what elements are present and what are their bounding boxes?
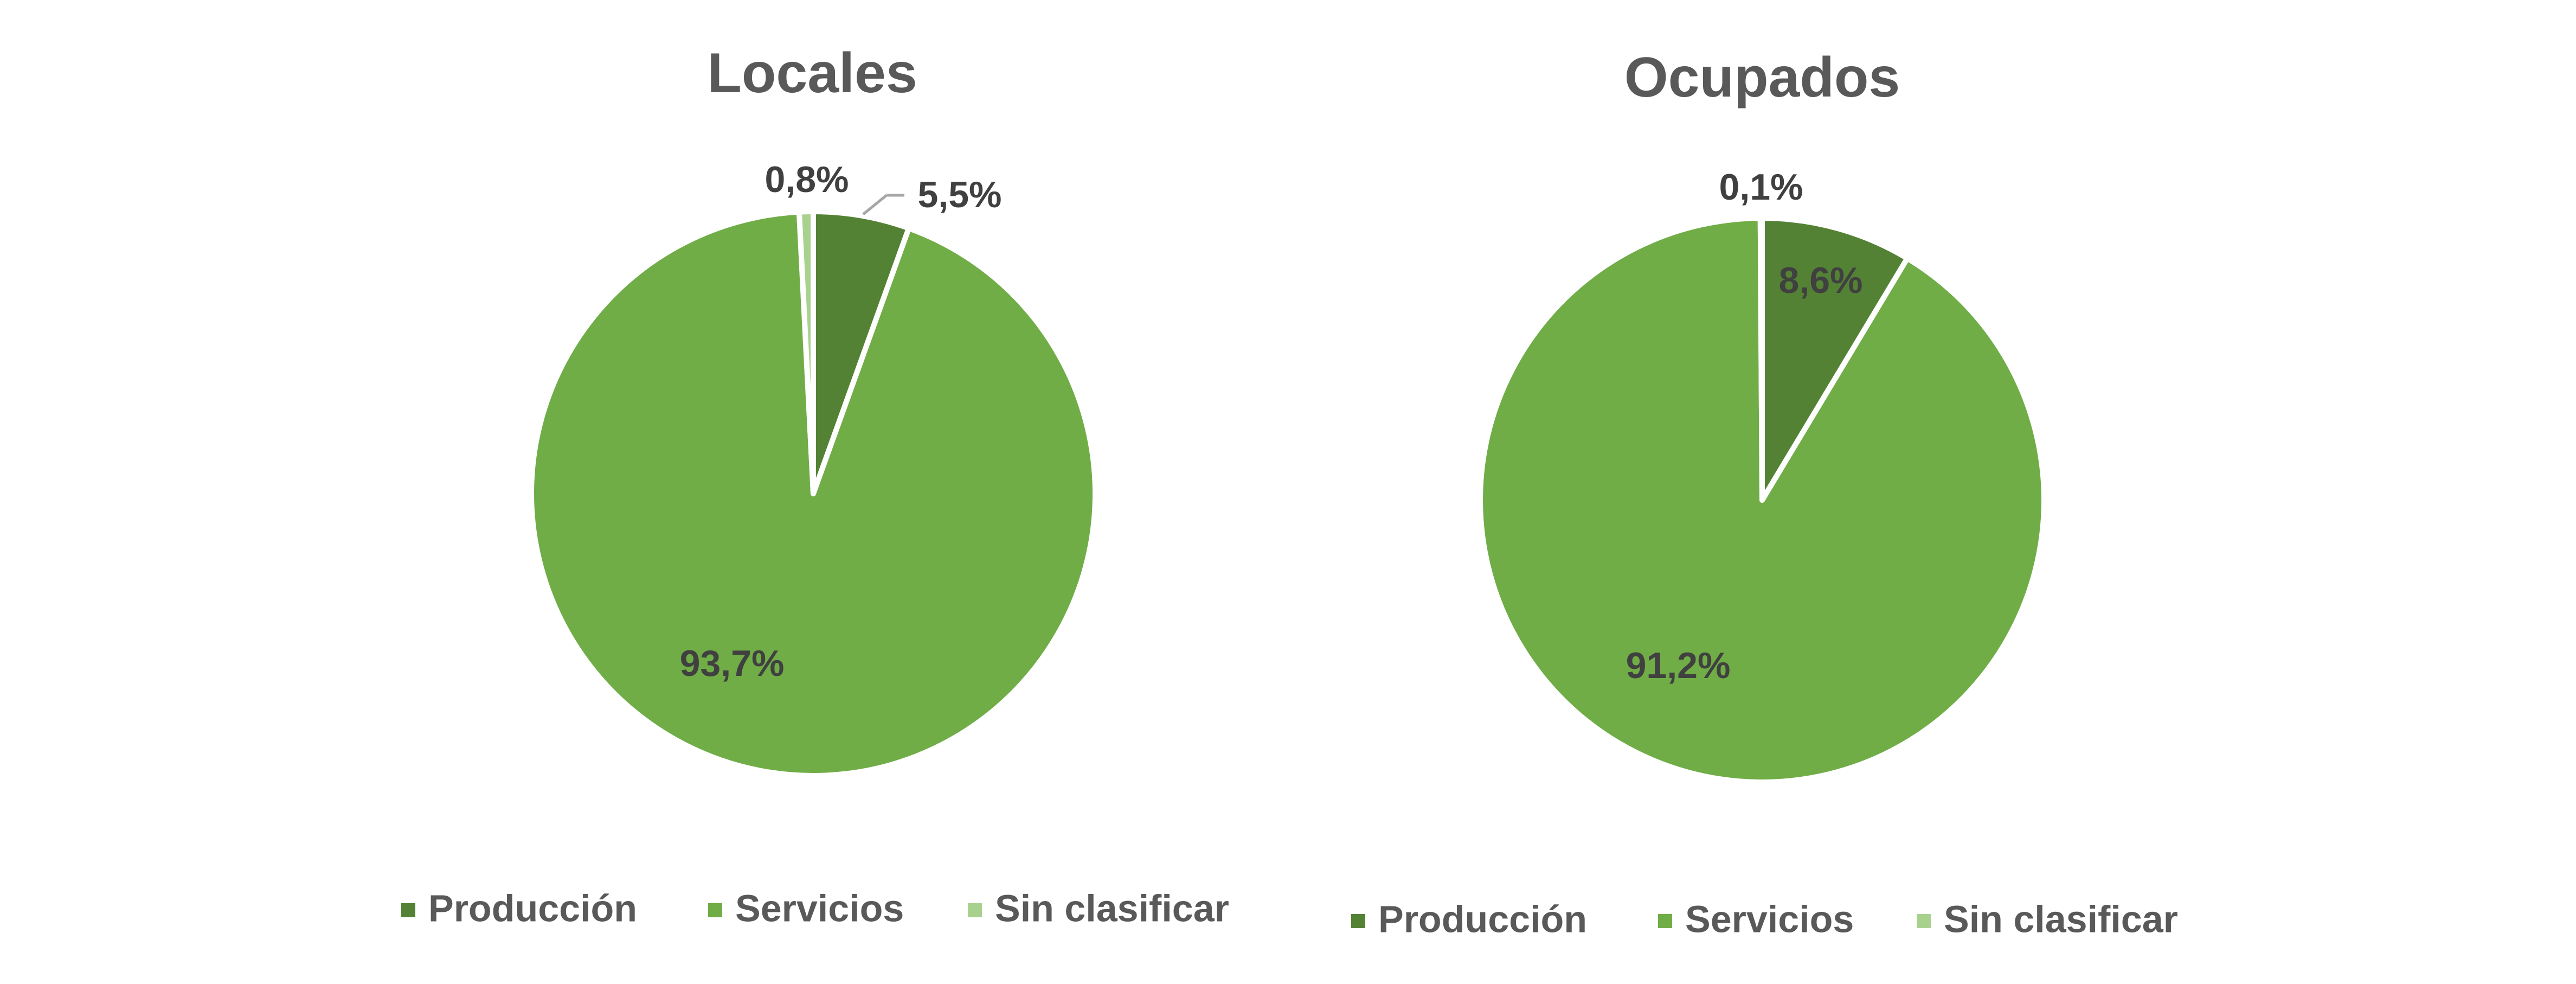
chart-locales: Locales 5,5% 93,7% 0,8% Producción Servi…: [401, 42, 1229, 929]
chart-title-ocupados: Ocupados: [1624, 46, 1900, 109]
legend-label-servicios: Servicios: [1685, 898, 1854, 940]
legend-locales: Producción Servicios Sin clasificar: [401, 887, 1229, 929]
legend-label-sin-clasificar: Sin clasificar: [995, 887, 1229, 929]
pie-slice-sin-clasificar: [796, 209, 816, 496]
legend-ocupados: Producción Servicios Sin clasificar: [1351, 898, 2178, 940]
data-label-servicios-ocupados: 91,2%: [1626, 645, 1731, 686]
pie-slice-servicios: [1477, 215, 2047, 785]
chart-ocupados: Ocupados 8,6% 91,2% 0,1% Producción Serv…: [1351, 46, 2178, 940]
legend-label-produccion: Producción: [428, 887, 637, 929]
pie-ocupados: [1477, 215, 2047, 785]
legend-swatch-sin-clasificar: [1917, 914, 1931, 928]
legend-label-servicios: Servicios: [735, 887, 904, 929]
data-label-produccion-ocupados: 8,6%: [1779, 260, 1863, 301]
data-label-sin-clasificar-locales: 0,8%: [765, 159, 849, 200]
pie-locales: [529, 209, 1098, 779]
pie-slice-sin-clasificar: [1757, 215, 1765, 503]
legend-swatch-servicios: [708, 903, 722, 917]
data-label-produccion-locales: 5,5%: [918, 174, 1002, 215]
legend-swatch-sin-clasificar: [968, 903, 982, 917]
legend-swatch-produccion: [401, 903, 415, 917]
pie-slice-produccion: [1759, 215, 1910, 503]
data-label-sin-clasificar-ocupados: 0,1%: [1719, 167, 1803, 208]
legend-label-sin-clasificar: Sin clasificar: [1944, 898, 2178, 940]
chart-title-locales: Locales: [707, 42, 917, 105]
data-label-servicios-locales: 93,7%: [680, 643, 785, 684]
legend-swatch-produccion: [1351, 914, 1365, 928]
legend-label-produccion: Producción: [1378, 898, 1587, 940]
legend-swatch-servicios: [1658, 914, 1672, 928]
leader-line-produccion-locales: [862, 194, 888, 215]
